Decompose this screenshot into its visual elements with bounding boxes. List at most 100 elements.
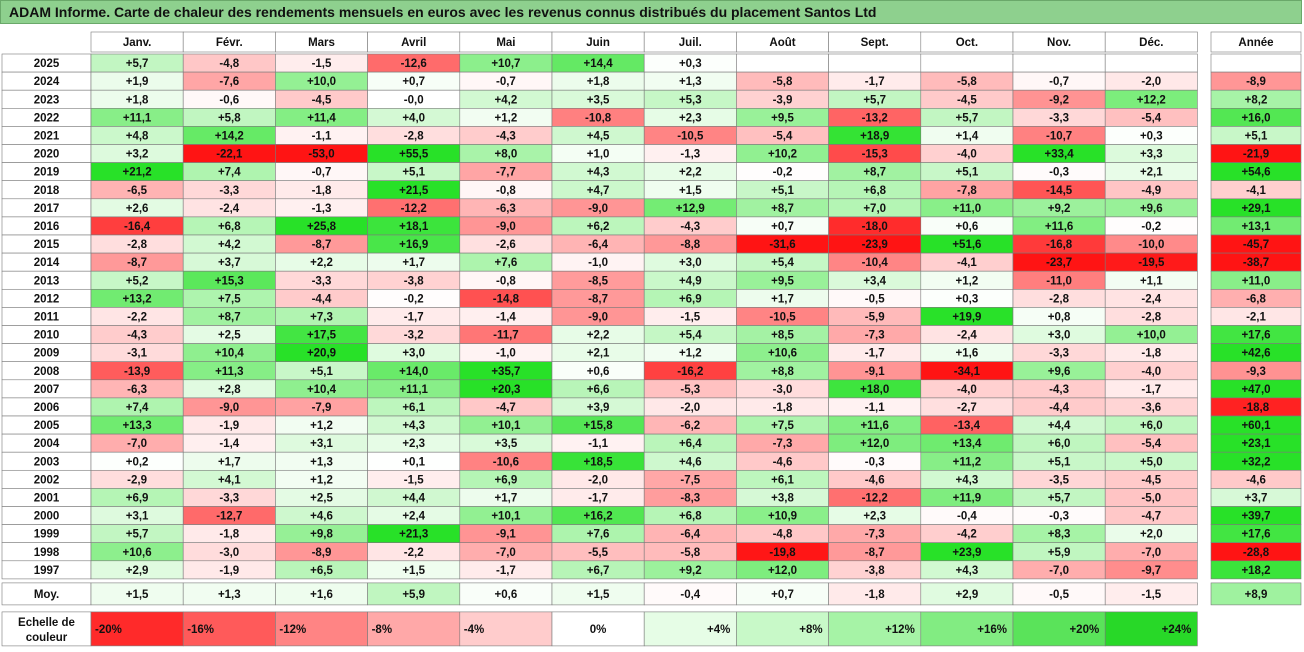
- heat-cell: -5,8: [773, 76, 793, 88]
- row-label: 2015: [34, 239, 60, 251]
- heat-cell: -1,0: [496, 348, 516, 360]
- heat-cell: +21,2: [123, 167, 152, 179]
- heat-cell: +3,1: [310, 438, 333, 450]
- row-label: 2019: [34, 167, 60, 179]
- scale-swatch: [736, 611, 829, 647]
- heat-cell: -1,7: [588, 492, 608, 504]
- heat-cell: +6,8: [218, 221, 241, 233]
- heat-cell: -13,2: [862, 112, 888, 124]
- heat-cell: +1,1: [1140, 275, 1163, 287]
- year-cell: -9,3: [1246, 366, 1266, 378]
- row-label: 2010: [34, 330, 60, 342]
- heat-cell: -0,2: [773, 167, 793, 179]
- column-header: Juil.: [679, 37, 702, 49]
- heat-cell: -4,5: [1141, 474, 1161, 486]
- heat-cell: +4,3: [956, 565, 979, 577]
- scale-swatch: [182, 611, 276, 647]
- heat-cell: -7,3: [865, 529, 885, 541]
- heat-cell: -4,3: [1049, 384, 1069, 396]
- heat-cell: +1,3: [679, 76, 702, 88]
- heat-cell: +2,1: [1140, 167, 1163, 179]
- column-header: Févr.: [216, 37, 243, 49]
- heat-cell: +5,7: [956, 112, 979, 124]
- heat-cell: -1,8: [773, 402, 793, 414]
- heat-cell: +18,5: [584, 456, 614, 468]
- heat-cell: -23,7: [1046, 257, 1072, 269]
- scale-label-line1: Echelle de: [18, 617, 75, 629]
- average-label: Moy.: [34, 589, 59, 601]
- heat-cell: -7,8: [957, 185, 977, 197]
- heat-cell: -19,5: [1138, 257, 1165, 269]
- heat-cell: +2,3: [863, 511, 886, 523]
- year-column-header: Année: [1238, 37, 1273, 49]
- heat-cell: -4,1: [957, 257, 977, 269]
- heat-cell: +10,4: [215, 348, 245, 360]
- heat-cell: -5,4: [773, 130, 793, 142]
- heat-cell: -0,3: [865, 456, 885, 468]
- heat-cell: +2,3: [402, 438, 425, 450]
- heat-cell: -0,7: [1049, 76, 1069, 88]
- heat-cell: -14,5: [1046, 185, 1073, 197]
- heat-cell: -16,4: [124, 221, 151, 233]
- heat-cell: +23,9: [952, 547, 981, 559]
- heat-cell: -3,6: [1141, 402, 1161, 414]
- heat-cell: -10,4: [862, 257, 889, 269]
- heat-cell: -1,7: [404, 311, 424, 323]
- heat-cell: +2,6: [126, 203, 149, 215]
- heat-cell: -2,8: [1049, 293, 1069, 305]
- heat-cell: +6,7: [587, 565, 610, 577]
- heat-cell: -1,8: [219, 529, 239, 541]
- heat-cell: +9,6: [1140, 203, 1163, 215]
- heat-cell: +4,5: [587, 130, 610, 142]
- year-cell-bg: [1210, 53, 1302, 73]
- heat-cell: -2,2: [404, 547, 424, 559]
- heat-cell: +11,9: [953, 492, 981, 504]
- heat-cell: -10,8: [585, 112, 612, 124]
- row-label: 2006: [34, 402, 60, 414]
- heat-cell: +1,5: [679, 185, 702, 197]
- heat-cell: +1,2: [679, 348, 702, 360]
- heat-cell: -4,0: [957, 384, 977, 396]
- year-cell: +11,0: [1242, 275, 1270, 287]
- heat-cell: +3,1: [126, 511, 149, 523]
- heat-cell: -1,9: [219, 565, 239, 577]
- heat-cell: +10,4: [307, 384, 337, 396]
- year-cell: -4,6: [1246, 474, 1266, 486]
- heat-cell: +18,0: [860, 384, 889, 396]
- heat-cell: +2,2: [310, 257, 333, 269]
- year-cell: +23,1: [1241, 438, 1271, 450]
- heat-cell: +8,8: [771, 366, 794, 378]
- heat-cell: +18,9: [860, 130, 889, 142]
- heat-cell: +2,8: [218, 384, 241, 396]
- heat-cell: -1,8: [312, 185, 332, 197]
- heat-cell: +4,3: [402, 420, 425, 432]
- year-cell: -6,8: [1246, 293, 1266, 305]
- heat-cell: +1,7: [495, 492, 518, 504]
- heat-cell: +1,2: [310, 474, 333, 486]
- heat-cell: -34,1: [954, 366, 981, 378]
- heat-cell-bg: [828, 53, 922, 73]
- heat-cell: -2,0: [1141, 76, 1161, 88]
- row-label: 2017: [34, 203, 60, 215]
- heat-cell: +18,1: [399, 221, 429, 233]
- heat-cell: +10,7: [491, 58, 520, 70]
- column-header: Nov.: [1047, 37, 1071, 49]
- heat-cell: +5,8: [218, 112, 241, 124]
- heat-cell: +1,0: [587, 149, 610, 161]
- heat-cell: +10,9: [768, 511, 797, 523]
- average-cell: -0,5: [1049, 589, 1069, 601]
- heat-cell: +5,3: [679, 94, 702, 106]
- heat-cell: +5,7: [126, 58, 149, 70]
- year-cell: +54,6: [1241, 167, 1270, 179]
- heat-cell: -3,3: [312, 275, 332, 287]
- heat-cell: +1,2: [956, 275, 979, 287]
- heat-cell: +1,6: [956, 348, 979, 360]
- heat-cell: -7,7: [496, 167, 516, 179]
- heat-cell: -6,4: [680, 529, 700, 541]
- year-cell: +17,6: [1241, 330, 1270, 342]
- heat-cell: -4,3: [680, 221, 700, 233]
- heat-cell: +6,4: [679, 438, 702, 450]
- heat-cell: +0,8: [1048, 311, 1071, 323]
- heat-cell: +4,2: [495, 94, 518, 106]
- heat-cell: +14,4: [584, 58, 614, 70]
